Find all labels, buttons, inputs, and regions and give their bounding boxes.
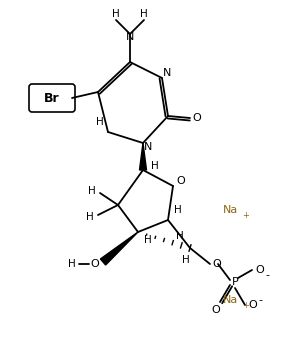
Text: H: H — [140, 9, 148, 19]
Text: Br: Br — [44, 92, 60, 105]
FancyBboxPatch shape — [29, 84, 75, 112]
Text: H: H — [96, 117, 104, 127]
Text: -: - — [265, 270, 269, 280]
Text: H: H — [174, 205, 182, 215]
Text: O: O — [212, 305, 220, 315]
Text: N: N — [163, 68, 171, 78]
Text: Na: Na — [222, 295, 238, 305]
Polygon shape — [139, 143, 146, 170]
Text: -: - — [258, 295, 262, 305]
Text: O: O — [249, 300, 257, 310]
Text: P: P — [232, 277, 238, 287]
Text: Na: Na — [222, 205, 238, 215]
Text: H: H — [176, 231, 184, 241]
Text: +: + — [242, 210, 249, 220]
Text: N: N — [144, 142, 152, 152]
Text: +: + — [242, 301, 249, 310]
Text: H: H — [151, 161, 159, 171]
Text: N: N — [126, 32, 134, 42]
Text: O: O — [177, 176, 185, 186]
Text: O: O — [91, 259, 99, 269]
Text: H: H — [68, 259, 76, 269]
Text: H: H — [112, 9, 120, 19]
Text: H: H — [182, 255, 190, 265]
Text: O: O — [256, 265, 264, 275]
Text: O: O — [213, 259, 221, 269]
Text: H: H — [144, 235, 152, 245]
Text: O: O — [192, 113, 201, 123]
Text: H: H — [86, 212, 94, 222]
Polygon shape — [100, 232, 138, 265]
Text: H: H — [88, 186, 96, 196]
